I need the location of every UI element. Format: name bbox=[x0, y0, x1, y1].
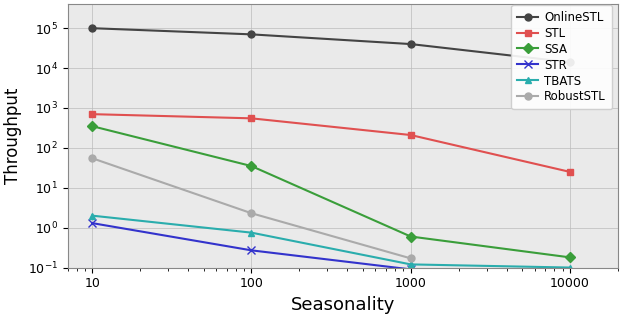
STL bbox=[566, 170, 573, 174]
STL bbox=[248, 116, 255, 120]
Line: TBATS: TBATS bbox=[89, 212, 573, 271]
RobustSTL bbox=[88, 156, 96, 160]
SSA bbox=[248, 164, 255, 168]
Line: OnlineSTL: OnlineSTL bbox=[89, 25, 573, 66]
TBATS bbox=[407, 262, 414, 266]
OnlineSTL bbox=[248, 32, 255, 36]
TBATS bbox=[88, 214, 96, 218]
OnlineSTL bbox=[88, 26, 96, 30]
Line: STR: STR bbox=[88, 219, 415, 273]
TBATS bbox=[248, 231, 255, 235]
OnlineSTL bbox=[407, 42, 414, 46]
STL bbox=[88, 112, 96, 116]
SSA bbox=[88, 124, 96, 128]
RobustSTL bbox=[248, 211, 255, 215]
RobustSTL bbox=[407, 256, 414, 260]
STR bbox=[248, 248, 255, 252]
SSA bbox=[407, 235, 414, 238]
STR bbox=[407, 267, 414, 271]
STR bbox=[88, 221, 96, 225]
Legend: OnlineSTL, STL, SSA, STR, TBATS, RobustSTL: OnlineSTL, STL, SSA, STR, TBATS, RobustS… bbox=[511, 5, 612, 109]
Y-axis label: Throughput: Throughput bbox=[4, 88, 22, 184]
Line: RobustSTL: RobustSTL bbox=[89, 155, 414, 262]
SSA bbox=[566, 255, 573, 259]
TBATS bbox=[566, 266, 573, 269]
STL bbox=[407, 133, 414, 137]
Line: SSA: SSA bbox=[89, 123, 573, 261]
OnlineSTL bbox=[566, 60, 573, 64]
X-axis label: Seasonality: Seasonality bbox=[290, 296, 395, 314]
Line: STL: STL bbox=[89, 111, 573, 175]
